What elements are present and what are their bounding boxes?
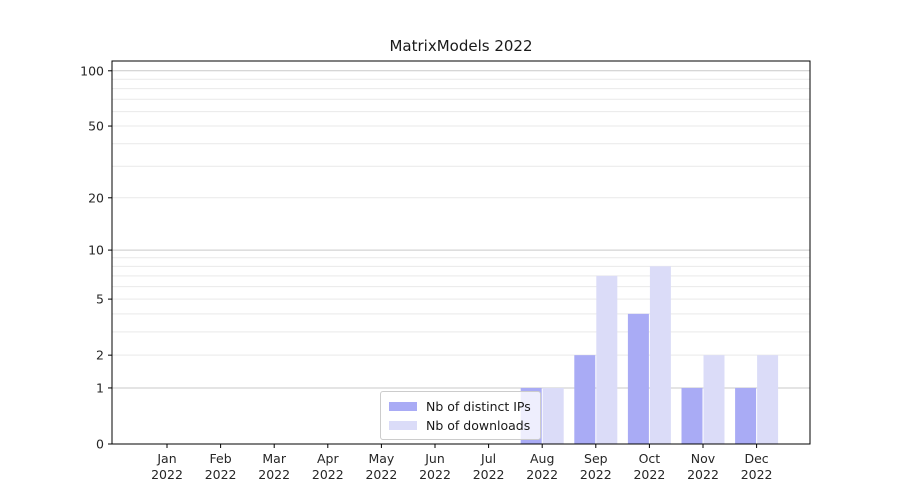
y-tick-label: 2 (96, 348, 104, 363)
x-tick-label-month: Jan (156, 451, 176, 466)
x-tick-label-year: 2022 (633, 467, 665, 482)
x-tick-label-month: Aug (530, 451, 554, 466)
x-tick-label-year: 2022 (365, 467, 397, 482)
bar-distinct-ips-sep (574, 355, 596, 444)
x-tick-label-month: Oct (639, 451, 661, 466)
x-tick-label-month: Feb (210, 451, 232, 466)
x-tick-label-year: 2022 (687, 467, 719, 482)
bar-distinct-ips-nov (681, 387, 703, 444)
y-tick-label: 5 (96, 292, 104, 307)
x-tick-label-year: 2022 (205, 467, 237, 482)
y-tick-label: 50 (88, 119, 104, 134)
x-tick-label-month: May (368, 451, 394, 466)
bar-downloads-nov (703, 355, 725, 444)
x-tick-label-year: 2022 (526, 467, 558, 482)
bar-downloads-sep (596, 275, 618, 444)
bar-downloads-dec (757, 355, 779, 444)
y-tick-label: 10 (88, 243, 104, 258)
x-tick-label-year: 2022 (580, 467, 612, 482)
legend-label-downloads: Nb of downloads (426, 417, 531, 433)
bar-downloads-aug (542, 387, 564, 444)
x-tick-label-year: 2022 (419, 467, 451, 482)
legend-entry-distinct-ips: Nb of distinct IPs (389, 397, 531, 415)
x-tick-label-year: 2022 (258, 467, 290, 482)
plot-border (111, 60, 811, 445)
y-tick-label: 0 (96, 437, 104, 452)
legend: Nb of distinct IPs Nb of downloads (380, 391, 541, 440)
x-tick-label-month: Sep (584, 451, 608, 466)
y-tick-label: 20 (88, 190, 104, 205)
x-tick-label-year: 2022 (741, 467, 773, 482)
chart-title: MatrixModels 2022 (389, 37, 533, 55)
legend-swatch-distinct-ips (389, 401, 417, 411)
x-tick-label-month: Jul (480, 451, 496, 466)
x-tick-label-month: Dec (744, 451, 768, 466)
legend-entry-downloads: Nb of downloads (389, 416, 531, 434)
x-tick-label-month: Nov (691, 451, 716, 466)
y-tick-label: 100 (80, 63, 104, 78)
legend-swatch-downloads (389, 420, 417, 430)
x-tick-label-month: Mar (262, 451, 286, 466)
x-tick-label-year: 2022 (312, 467, 344, 482)
x-tick-label-year: 2022 (473, 467, 505, 482)
bar-distinct-ips-oct (627, 313, 649, 444)
y-tick-label: 1 (96, 380, 104, 395)
x-tick-label-month: Jun (424, 451, 445, 466)
legend-label-distinct-ips: Nb of distinct IPs (426, 398, 531, 414)
x-tick-label-year: 2022 (151, 467, 183, 482)
x-tick-label-month: Apr (317, 451, 339, 466)
bar-distinct-ips-dec (735, 387, 757, 444)
bar-downloads-oct (649, 266, 671, 444)
